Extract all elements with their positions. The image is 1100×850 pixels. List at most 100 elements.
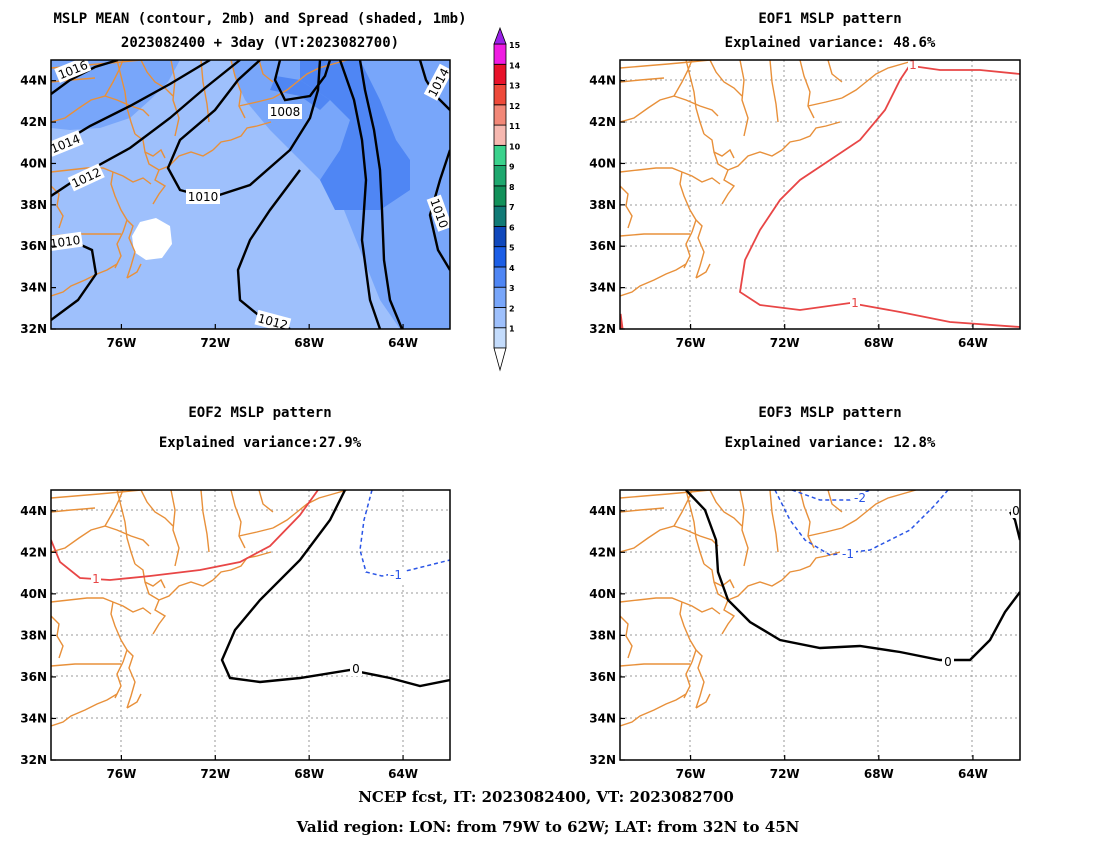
eof2-contour-label-plus1: 1 [92, 572, 100, 586]
colorbar-swatch-15 [493, 43, 507, 65]
eof3-axis-ticks: 76W 72W 68W 64W 44N 42N 40N 38N 36N 34N 32N [589, 504, 988, 781]
eof3-contour-label-minus1: -1 [842, 547, 854, 561]
mean-panel-title-line1: MSLP MEAN (contour, 2mb) and Spread (sha… [53, 11, 466, 27]
colorbar-swatch-2 [493, 307, 507, 329]
lat-tick-label: 38N [589, 628, 616, 642]
eof3-variance: Explained variance: 12.8% [725, 435, 936, 451]
mean-map-area: 1016 1014 1012 1010 1008 1014 1010 1010 … [49, 60, 450, 329]
colorbar-swatch-3 [493, 286, 507, 308]
colorbar-label-10: 10 [509, 142, 521, 151]
lat-tick-label: 40N [589, 587, 616, 601]
eof2-panel: EOF2 MSLP pattern Explained variance:27.… [20, 405, 451, 781]
contour-label-1008: 1008 [270, 105, 301, 119]
colorbar-swatch-11 [493, 124, 507, 146]
colorbar-label-5: 5 [509, 244, 515, 253]
eof2-plot-frame [50, 489, 451, 761]
mean-axis-ticks: 76W 72W 68W 64W 44N 42N 40N 38N 36N 34N 32N [20, 74, 418, 350]
colorbar-swatch-5 [493, 246, 507, 268]
colorbar-label-7: 7 [509, 203, 515, 212]
footer-valid-region: Valid region: LON: from 79W to 62W; LAT:… [296, 818, 800, 836]
lat-tick-label: 40N [589, 156, 616, 170]
eof1-panel: EOF1 MSLP pattern Explained variance: 48… [589, 11, 1021, 350]
eof2-axis-ticks: 76W 72W 68W 64W 44N 42N 40N 38N 36N 34N 32N [20, 504, 418, 781]
colorbar-swatch-4 [493, 266, 507, 288]
lon-tick-label: 72W [770, 767, 800, 781]
eof1-variance: Explained variance: 48.6% [725, 35, 936, 51]
lat-tick-label: 36N [20, 670, 47, 684]
lat-tick-label: 44N [589, 74, 616, 88]
lon-tick-label: 76W [106, 336, 136, 350]
eof3-title: EOF3 MSLP pattern [758, 405, 901, 421]
contour-1010-far-east [428, 149, 450, 271]
lat-tick-label: 36N [20, 239, 47, 253]
colorbar-swatch-9 [493, 165, 507, 187]
lat-tick-label: 38N [20, 628, 47, 642]
lat-tick-label: 44N [20, 504, 47, 518]
colorbar-label-8: 8 [509, 183, 515, 192]
eof2-contour-label-minus1: -1 [390, 568, 402, 582]
lat-tick-label: 42N [589, 545, 616, 559]
lon-tick-label: 64W [958, 336, 988, 350]
lon-tick-label: 76W [676, 767, 706, 781]
footer-forecast-info: NCEP fcst, IT: 2023082400, VT: 202308270… [358, 788, 734, 806]
eof1-contour-plus1-north [911, 65, 1020, 75]
eof1-plot-frame [619, 59, 1021, 330]
lat-tick-label: 42N [20, 115, 47, 129]
lat-tick-label: 36N [589, 239, 616, 253]
lat-tick-label: 34N [20, 711, 47, 725]
eof2-variance: Explained variance:27.9% [159, 435, 362, 451]
colorbar-swatch-13 [493, 84, 507, 106]
eof2-contour-plus1 [51, 490, 319, 581]
colorbar-swatch-6 [493, 225, 507, 248]
mean-spread-panel: MSLP MEAN (contour, 2mb) and Spread (sha… [20, 11, 466, 350]
lon-tick-label: 76W [106, 767, 136, 781]
colorbar-label-15: 15 [509, 41, 521, 50]
eof3-contour-label-minus2: -2 [854, 491, 866, 505]
lat-tick-label: 32N [589, 322, 616, 336]
lat-tick-label: 32N [589, 753, 616, 767]
colorbar-label-4: 4 [509, 264, 515, 273]
lat-tick-label: 42N [20, 545, 47, 559]
colorbar-swatch-8 [493, 185, 507, 207]
lat-tick-label: 44N [20, 74, 47, 88]
lon-tick-label: 64W [958, 767, 988, 781]
spread-shade-4-center [300, 60, 410, 210]
colorbar-label-1: 1 [509, 325, 515, 334]
lat-tick-label: 42N [589, 115, 616, 129]
contour-label-1010: 1010 [188, 190, 219, 204]
lon-tick-label: 64W [388, 336, 418, 350]
eof2-title: EOF2 MSLP pattern [188, 405, 331, 421]
lat-tick-label: 40N [20, 587, 47, 601]
eof1-contour-plus1 [739, 61, 1020, 328]
lon-tick-label: 68W [864, 767, 894, 781]
lat-tick-label: 34N [589, 281, 616, 295]
lat-tick-label: 40N [20, 156, 47, 170]
contour-1012-east [338, 60, 382, 329]
eof1-axis-ticks: 76W 72W 68W 64W 44N 42N 40N 38N 36N 34N 32N [589, 74, 988, 350]
eof1-title: EOF1 MSLP pattern [758, 11, 901, 27]
colorbar-bottom-arrow [493, 347, 507, 372]
colorbar-label-13: 13 [509, 82, 520, 91]
eof3-contour-zero [685, 490, 1020, 662]
lon-tick-label: 68W [294, 767, 324, 781]
lat-tick-label: 38N [20, 198, 47, 212]
colorbar-top-arrow [493, 26, 507, 45]
colorbar-label-14: 14 [509, 61, 521, 70]
lon-tick-label: 72W [200, 336, 230, 350]
lat-tick-label: 34N [589, 711, 616, 725]
colorbar-label-12: 12 [509, 102, 520, 111]
eof2-contour-minus1 [359, 490, 450, 577]
mean-panel-title-line2: 2023082400 + 3day (VT:2023082700) [121, 35, 399, 51]
lat-tick-label: 38N [589, 198, 616, 212]
colorbar-label-2: 2 [509, 304, 515, 313]
lon-tick-label: 72W [770, 336, 800, 350]
colorbar-label-6: 6 [509, 223, 515, 232]
eof3-plot-frame [619, 489, 1021, 761]
contour-label-1010-southwest: 1010 [49, 233, 81, 251]
lon-tick-label: 76W [676, 336, 706, 350]
lon-tick-label: 68W [864, 336, 894, 350]
eof3-contour-label-zero-east: 0 [1012, 504, 1020, 518]
eof1-map-area: 1 1 [620, 60, 1020, 329]
